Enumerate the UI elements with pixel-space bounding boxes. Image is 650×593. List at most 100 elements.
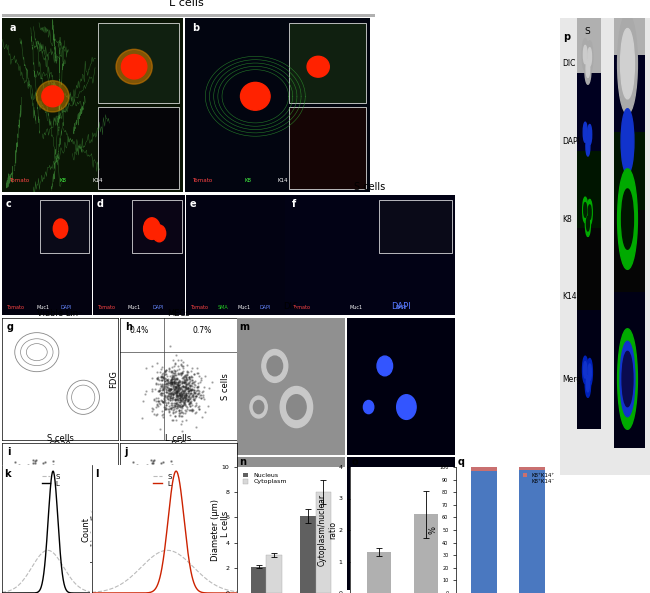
Bar bbox=[40, 200, 89, 253]
Point bbox=[164, 385, 175, 395]
Point bbox=[144, 470, 155, 479]
Point bbox=[164, 366, 174, 375]
Point bbox=[18, 488, 28, 498]
Point bbox=[165, 478, 176, 487]
Point bbox=[39, 493, 49, 503]
Point bbox=[180, 386, 190, 396]
Point bbox=[177, 401, 187, 411]
Point bbox=[30, 485, 40, 495]
Point bbox=[156, 396, 166, 405]
Text: Muc1: Muc1 bbox=[36, 305, 49, 310]
Point bbox=[128, 478, 138, 487]
Point bbox=[15, 487, 25, 496]
Point bbox=[203, 512, 214, 522]
Point bbox=[25, 494, 35, 503]
Point bbox=[166, 393, 177, 403]
Point bbox=[194, 404, 204, 414]
Point bbox=[47, 481, 58, 490]
Point bbox=[38, 493, 48, 502]
Title: Viable Lin⁻: Viable Lin⁻ bbox=[37, 309, 83, 318]
Point bbox=[153, 397, 163, 406]
Point bbox=[176, 403, 187, 413]
Point bbox=[33, 488, 44, 498]
Point bbox=[177, 396, 187, 406]
Circle shape bbox=[417, 487, 428, 501]
Bar bbox=[378, 200, 452, 253]
Point bbox=[45, 486, 55, 495]
Point bbox=[181, 393, 191, 402]
Point bbox=[170, 401, 180, 411]
Point bbox=[31, 480, 41, 489]
Point bbox=[137, 414, 148, 423]
Point bbox=[176, 395, 187, 404]
Point bbox=[165, 376, 176, 385]
Point bbox=[167, 393, 177, 403]
Point bbox=[168, 474, 179, 483]
Point bbox=[38, 459, 48, 468]
Point bbox=[148, 471, 158, 480]
Bar bbox=[614, 0, 645, 132]
Point bbox=[146, 455, 156, 465]
Point bbox=[172, 377, 183, 387]
Point bbox=[173, 381, 183, 391]
Point bbox=[156, 490, 166, 500]
Point bbox=[171, 390, 181, 400]
Point bbox=[27, 483, 37, 493]
Point bbox=[48, 474, 58, 484]
Point bbox=[207, 378, 217, 387]
Point bbox=[144, 496, 155, 505]
Point bbox=[170, 408, 181, 417]
Point bbox=[177, 401, 188, 410]
Point bbox=[148, 456, 159, 466]
Point bbox=[34, 502, 44, 512]
Point bbox=[36, 486, 46, 496]
Point bbox=[172, 392, 182, 401]
Point bbox=[148, 479, 158, 488]
Point bbox=[166, 487, 176, 496]
Point bbox=[157, 490, 167, 499]
Point bbox=[167, 461, 177, 470]
Bar bbox=[315, 492, 332, 593]
Point bbox=[12, 491, 23, 500]
Point bbox=[147, 486, 157, 495]
Point bbox=[39, 470, 49, 480]
Point bbox=[174, 386, 184, 396]
Point bbox=[20, 483, 30, 492]
Point bbox=[196, 393, 206, 403]
Point bbox=[153, 466, 163, 476]
Point bbox=[142, 465, 153, 474]
Point bbox=[175, 384, 185, 394]
Point bbox=[25, 487, 35, 497]
Point bbox=[165, 393, 176, 402]
Point bbox=[48, 483, 58, 493]
Point bbox=[192, 382, 203, 391]
Point bbox=[176, 378, 187, 387]
Point bbox=[49, 468, 59, 477]
Point bbox=[194, 401, 205, 410]
Point bbox=[146, 384, 157, 394]
Point bbox=[167, 415, 177, 425]
Point bbox=[161, 473, 171, 483]
Point bbox=[185, 389, 196, 398]
Point bbox=[196, 393, 206, 403]
Point bbox=[184, 379, 194, 388]
Point bbox=[162, 377, 173, 386]
Point bbox=[159, 374, 170, 384]
Point bbox=[132, 460, 142, 470]
Point bbox=[196, 373, 207, 382]
Point bbox=[183, 396, 193, 406]
Point bbox=[25, 474, 35, 483]
Point bbox=[169, 402, 179, 412]
Point bbox=[164, 379, 175, 388]
Point bbox=[188, 388, 199, 398]
Point bbox=[148, 494, 159, 503]
Point bbox=[36, 473, 46, 482]
Point bbox=[29, 496, 39, 505]
Circle shape bbox=[586, 41, 593, 73]
Point bbox=[188, 377, 199, 387]
Point bbox=[29, 481, 39, 490]
Point bbox=[29, 480, 39, 490]
Point bbox=[20, 489, 30, 498]
Point bbox=[179, 391, 189, 400]
Point bbox=[168, 407, 179, 417]
